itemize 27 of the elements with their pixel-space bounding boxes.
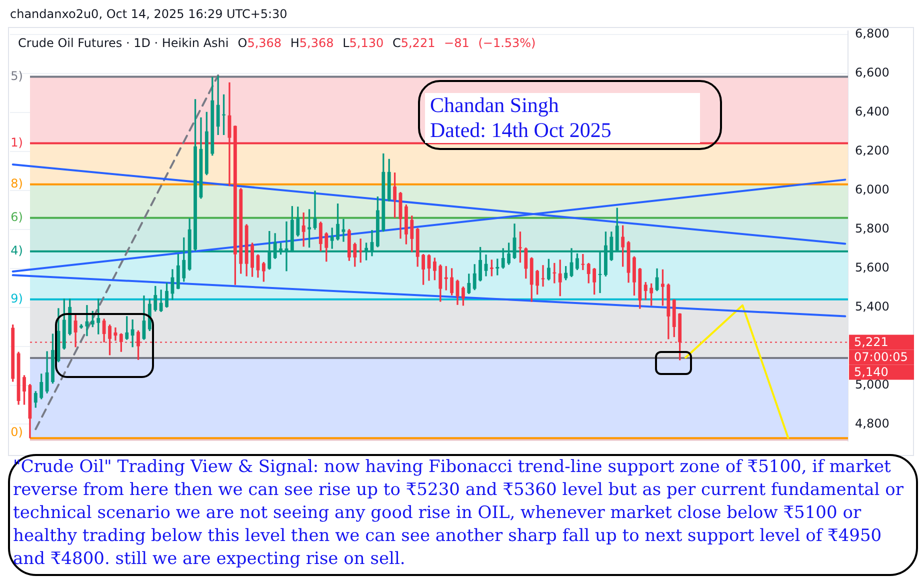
band-label: 5): [10, 68, 23, 83]
annotation: Dated: 14th Oct 2025: [430, 118, 612, 143]
y-tick-label: 6,600: [855, 66, 890, 80]
y-tick-label: 6,200: [855, 144, 890, 158]
band-label: 8): [10, 176, 23, 190]
band-label: 4): [10, 244, 23, 258]
candlestick: [130, 319, 134, 348]
y-tick-label: 5,000: [855, 377, 890, 392]
y-tick-label: 5,400: [855, 299, 890, 314]
band-label: 0): [10, 424, 23, 439]
y-tick-label: 4,800: [855, 416, 890, 430]
ref-line-label: 5,221: [854, 334, 888, 349]
candlestick: [85, 305, 89, 336]
annotation: Chandan Singh: [430, 93, 560, 118]
y-tick-label: 6,000: [855, 182, 890, 197]
text: O5,368 H5,368 L5,130 C5,221 −81 (−1.53%): [238, 36, 536, 50]
text: 07:00:05: [854, 350, 908, 364]
band-label: 6): [10, 210, 23, 224]
band-label: 9): [10, 291, 23, 306]
y-tick-label: 5,800: [855, 222, 890, 236]
chart-title: Crude Oil Futures · 1D · Heikin Ashi: [18, 36, 229, 50]
y-tick-label: 6,800: [855, 26, 890, 41]
y-tick-label: 6,400: [855, 104, 890, 119]
text: chandanxo2u0, Oct 14, 2025 16:29 UTC+5:30: [10, 7, 288, 21]
y-tick-label: 5,600: [855, 260, 890, 274]
band-label: 1): [10, 135, 23, 150]
ref-line-label: 5,140: [854, 364, 888, 379]
